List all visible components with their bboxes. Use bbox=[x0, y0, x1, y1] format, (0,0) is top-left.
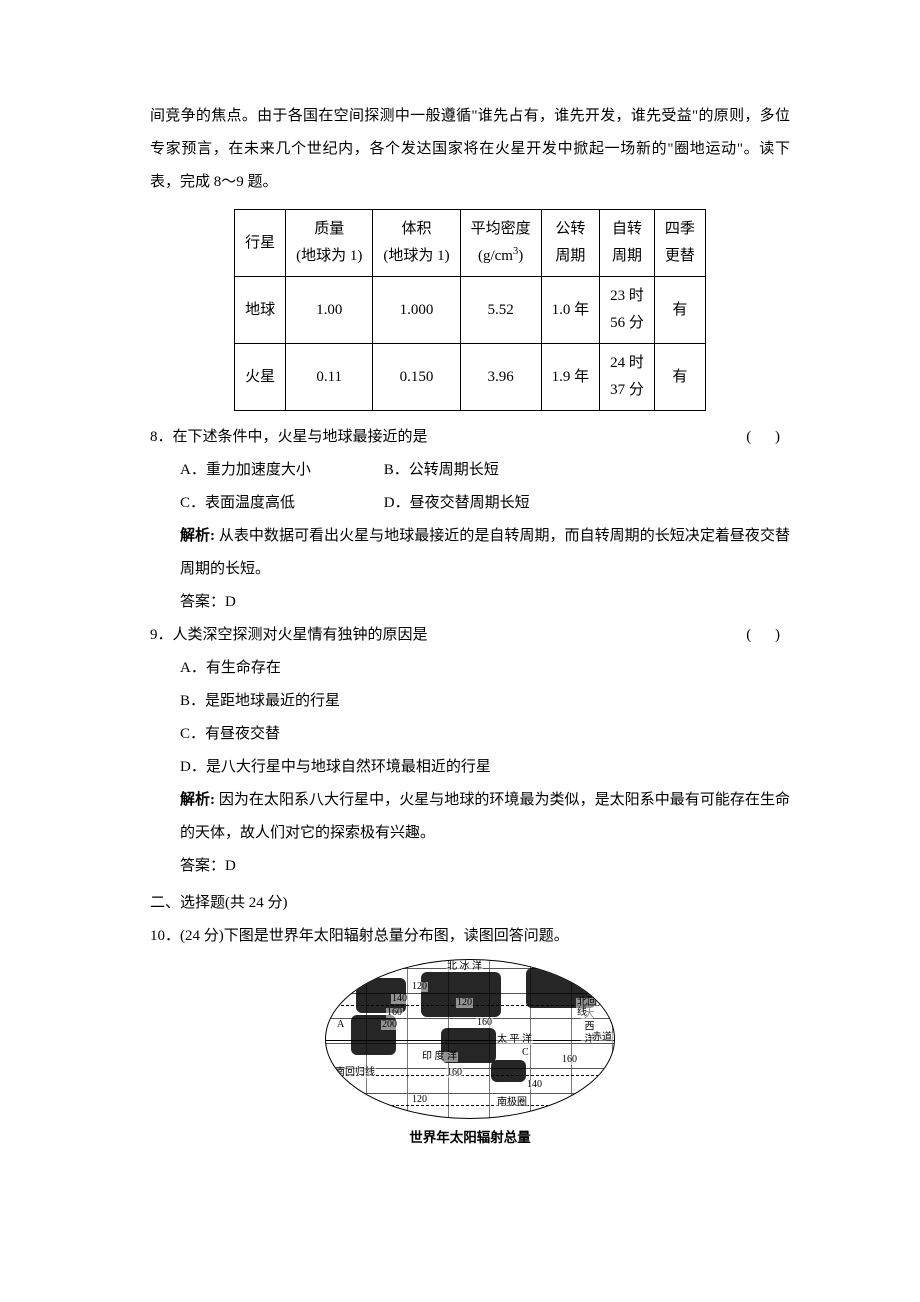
q8-answer: 答案：D bbox=[150, 586, 790, 619]
table-row: 火星 0.11 0.150 3.96 1.9 年 24 时37 分 有 bbox=[235, 344, 706, 411]
map-contour-160: 160 bbox=[476, 1018, 493, 1028]
q8-options-row1: A．重力加速度大小 B．公转周期长短 bbox=[150, 454, 790, 487]
map-label-eq: 赤道 bbox=[591, 1033, 613, 1043]
planet-data-table: 行星 质量(地球为 1) 体积(地球为 1) 平均密度(g/cm3) 公转周期 … bbox=[234, 209, 706, 411]
col-density: 平均密度 (g/cm3) bbox=[460, 210, 541, 277]
q8-explanation: 解析: 从表中数据可看出火星与地球最接近的是自转周期，而自转周期的长短决定着昼夜… bbox=[150, 520, 790, 586]
q9-explanation: 解析: 因为在太阳系八大行星中，火星与地球的环境最为类似，是太阳系中最有可能存在… bbox=[150, 784, 790, 850]
q9-option-b: B．是距地球最近的行星 bbox=[150, 685, 790, 718]
q8-expl-label: 解析: bbox=[180, 528, 215, 544]
q10-stem: 10．(24 分)下图是世界年太阳辐射总量分布图，读图回答问题。 bbox=[150, 920, 790, 953]
landmass-icon bbox=[491, 1060, 526, 1082]
world-solar-map: 北 冰 洋 太 平 洋 印 度 洋 大 西 洋 北回归线 赤道 南回归线 南极圈… bbox=[325, 959, 615, 1119]
map-contour-160: 160 bbox=[561, 1055, 578, 1065]
q8-stem-line: 8．在下述条件中，火星与地球最接近的是 ( ) bbox=[150, 421, 790, 454]
map-contour-120: 120 bbox=[456, 998, 473, 1008]
col-rev-b: 周期 bbox=[555, 248, 585, 264]
col-dens-b: (g/cm3) bbox=[478, 248, 523, 264]
map-contour-120: 120 bbox=[411, 1095, 428, 1105]
q8-option-a: A．重力加速度大小 bbox=[180, 454, 380, 487]
q8-options-row2: C．表面温度高低 D．昼夜交替周期长短 bbox=[150, 487, 790, 520]
col-rot-b: 周期 bbox=[612, 248, 642, 264]
map-label-A: A bbox=[336, 1020, 345, 1030]
table-row: 地球 1.00 1.000 5.52 1.0 年 23 时56 分 有 bbox=[235, 277, 706, 344]
cell-rot: 23 时56 分 bbox=[600, 277, 655, 344]
passage-intro: 间竞争的焦点。由于各国在空间探测中一般遵循"谁先占有，谁先开发，谁先受益"的原则… bbox=[150, 100, 790, 199]
col-mass: 质量 (地球为 1) bbox=[286, 210, 373, 277]
cell-rev: 1.9 年 bbox=[541, 344, 600, 411]
q9-expl-text: 因为在太阳系八大行星中，火星与地球的环境最为类似，是太阳系中最有可能存在生命的天… bbox=[180, 792, 790, 841]
q8-paren: ( ) bbox=[746, 421, 790, 454]
map-label-arctic: 北 冰 洋 bbox=[446, 962, 483, 972]
col-vol-b: (地球为 1) bbox=[383, 248, 449, 264]
antarctic-circle-line bbox=[366, 1105, 574, 1106]
col-sea-b: 更替 bbox=[665, 248, 695, 264]
q8-stem: 8．在下述条件中，火星与地球最接近的是 bbox=[150, 421, 428, 454]
q8-expl-text: 从表中数据可看出火星与地球最接近的是自转周期，而自转周期的长短决定着昼夜交替周期… bbox=[180, 528, 790, 577]
col-rotation: 自转周期 bbox=[600, 210, 655, 277]
q9-option-c: C．有昼夜交替 bbox=[150, 718, 790, 751]
col-sea-a: 四季 bbox=[665, 221, 695, 237]
col-planet: 行星 bbox=[235, 210, 286, 277]
landmass-icon bbox=[421, 972, 501, 1017]
map-label-tcs: 南回归线 bbox=[334, 1068, 376, 1078]
q8-option-d: D．昼夜交替周期长短 bbox=[384, 487, 584, 520]
col-vol-a: 体积 bbox=[401, 221, 431, 237]
cell-vol: 1.000 bbox=[373, 277, 460, 344]
col-rev-a: 公转 bbox=[555, 221, 585, 237]
cell-mass: 1.00 bbox=[286, 277, 373, 344]
cell-planet: 火星 bbox=[235, 344, 286, 411]
cell-dens: 5.52 bbox=[460, 277, 541, 344]
cell-mass: 0.11 bbox=[286, 344, 373, 411]
map-contour-140: 140 bbox=[526, 1080, 543, 1090]
map-contour-120: 120 bbox=[411, 982, 428, 992]
col-rot-a: 自转 bbox=[612, 221, 642, 237]
col-dens-a: 平均密度 bbox=[471, 221, 531, 237]
col-mass-b: (地球为 1) bbox=[296, 248, 362, 264]
q9-option-a: A．有生命存在 bbox=[150, 652, 790, 685]
map-contour-160: 160 bbox=[386, 1008, 403, 1018]
cell-dens: 3.96 bbox=[460, 344, 541, 411]
table-header-row: 行星 质量(地球为 1) 体积(地球为 1) 平均密度(g/cm3) 公转周期 … bbox=[235, 210, 706, 277]
cell-rev: 1.0 年 bbox=[541, 277, 600, 344]
col-seasons: 四季更替 bbox=[654, 210, 705, 277]
cell-vol: 0.150 bbox=[373, 344, 460, 411]
col-revolution: 公转周期 bbox=[541, 210, 600, 277]
q9-option-d: D．是八大行星中与地球自然环境最相近的行星 bbox=[150, 751, 790, 784]
q9-answer: 答案：D bbox=[150, 850, 790, 883]
q8-option-c: C．表面温度高低 bbox=[180, 487, 380, 520]
data-table-wrap: 行星 质量(地球为 1) 体积(地球为 1) 平均密度(g/cm3) 公转周期 … bbox=[150, 209, 790, 411]
q9-expl-label: 解析: bbox=[180, 792, 215, 808]
cell-season: 有 bbox=[654, 344, 705, 411]
cell-season: 有 bbox=[654, 277, 705, 344]
q9-stem: 9．人类深空探测对火星情有独钟的原因是 bbox=[150, 619, 428, 652]
q9-paren: ( ) bbox=[746, 619, 790, 652]
map-label-tcn: 北回归线 bbox=[576, 998, 614, 1018]
map-contour-160: 160 bbox=[446, 1068, 463, 1078]
section-2-heading: 二、选择题(共 24 分) bbox=[150, 887, 790, 920]
cell-planet: 地球 bbox=[235, 277, 286, 344]
map-contour-140: 140 bbox=[391, 994, 408, 1004]
col-volume: 体积 (地球为 1) bbox=[373, 210, 460, 277]
map-label-indian: 印 度 洋 bbox=[421, 1052, 458, 1062]
map-contour-200: 200 bbox=[381, 1020, 398, 1030]
q9-stem-line: 9．人类深空探测对火星情有独钟的原因是 ( ) bbox=[150, 619, 790, 652]
col-mass-a: 质量 bbox=[314, 221, 344, 237]
cell-rot: 24 时37 分 bbox=[600, 344, 655, 411]
map-label-C: C bbox=[521, 1048, 530, 1058]
q8-option-b: B．公转周期长短 bbox=[384, 454, 584, 487]
map-label-antarctic: 南极圈 bbox=[496, 1098, 528, 1108]
figure-wrap: 北 冰 洋 太 平 洋 印 度 洋 大 西 洋 北回归线 赤道 南回归线 南极圈… bbox=[150, 959, 790, 1153]
map-label-pacific: 太 平 洋 bbox=[496, 1035, 533, 1045]
figure-caption: 世界年太阳辐射总量 bbox=[409, 1123, 531, 1153]
